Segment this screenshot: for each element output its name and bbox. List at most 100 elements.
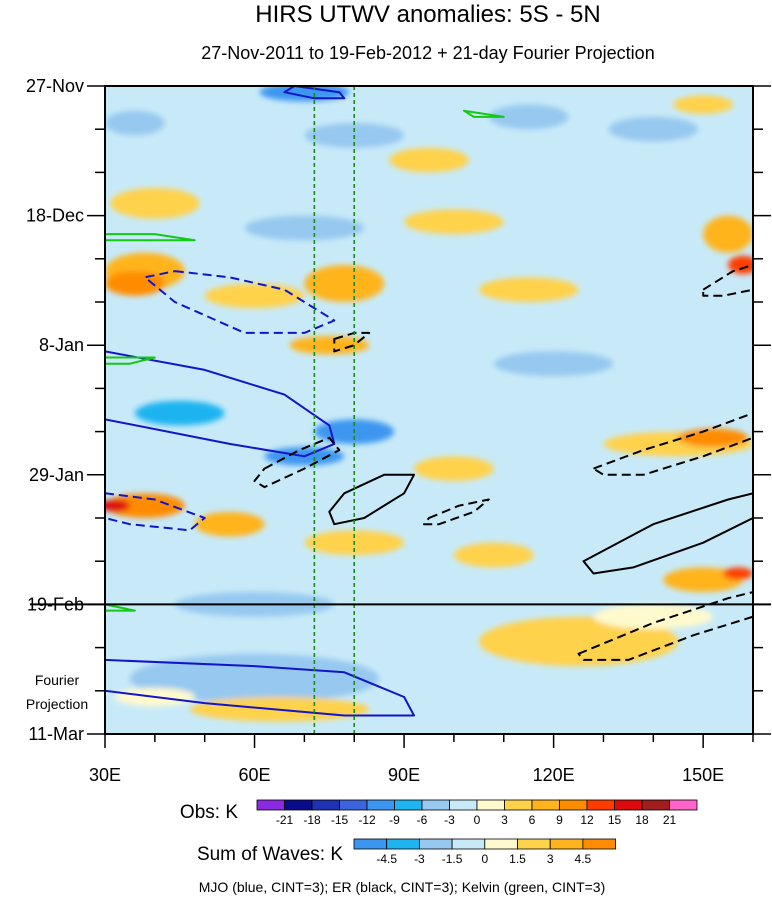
anomaly-patch bbox=[289, 335, 370, 355]
obs-colorbar: Obs: K -21 -18 -15 -12 -9 -6 -3 0 3 6 9 12 15 18 21 bbox=[180, 799, 698, 827]
colorbar-swatch bbox=[549, 838, 584, 850]
mjo-contour bbox=[105, 658, 415, 717]
kelvin-contour bbox=[462, 109, 505, 118]
mjo-contour bbox=[143, 270, 336, 334]
anomaly-patch bbox=[194, 511, 265, 537]
anomaly-patch bbox=[678, 428, 749, 448]
y-axis: 27-Nov 18-Dec 8-Jan 29-Jan 19-Feb 11-Mar bbox=[26, 76, 771, 744]
colorbar-tick-label: -3 bbox=[414, 852, 425, 866]
anomaly-patch bbox=[204, 283, 305, 309]
colorbar-tick-label: 0 bbox=[474, 813, 481, 827]
colorbar-tick-label: 3 bbox=[501, 813, 508, 827]
er-contour bbox=[702, 264, 753, 297]
colorbar-tick-label: 18 bbox=[635, 813, 649, 827]
projection-label-line2: Projection bbox=[26, 696, 88, 712]
colorbar-label: Sum of Waves: K bbox=[197, 844, 343, 865]
colorbar-swatch bbox=[311, 799, 340, 811]
colorbar-swatch bbox=[504, 799, 533, 811]
colorbar-swatch bbox=[386, 838, 420, 850]
anomaly-patch bbox=[389, 147, 469, 173]
er-contour bbox=[423, 498, 490, 526]
anomaly-field bbox=[105, 86, 753, 722]
kelvin-contour bbox=[105, 356, 156, 365]
y-tick-label: 8-Jan bbox=[39, 335, 84, 355]
colorbar-swatch bbox=[582, 838, 617, 850]
y-tick-label: 27-Nov bbox=[26, 76, 84, 96]
anomaly-patch bbox=[134, 400, 225, 426]
anomaly-patch bbox=[478, 616, 679, 667]
kelvin-contour bbox=[105, 233, 196, 242]
er-contour bbox=[582, 492, 753, 575]
anomaly-patch bbox=[105, 499, 130, 512]
wave-contours bbox=[105, 86, 753, 717]
anomaly-patch bbox=[478, 277, 579, 302]
mjo-contour bbox=[105, 492, 206, 532]
colorbar-swatch bbox=[418, 838, 453, 850]
anomaly-patch bbox=[105, 493, 185, 518]
colorbar-swatch bbox=[256, 799, 285, 811]
er-contour bbox=[328, 473, 415, 526]
colorbar-tick-label: 6 bbox=[529, 813, 536, 827]
footnote: MJO (blue, CINT=3); ER (black, CINT=3); … bbox=[199, 879, 606, 895]
colorbar-tick-label: 9 bbox=[556, 813, 563, 827]
colorbar-swatch bbox=[641, 799, 670, 811]
colorbar-label: Obs: K bbox=[180, 802, 238, 823]
colorbar-swatch bbox=[421, 799, 450, 811]
colorbar-tick-label: -9 bbox=[389, 813, 400, 827]
colorbar-swatch bbox=[476, 799, 505, 811]
anomaly-patch bbox=[593, 604, 714, 630]
colorbar-tick-label: -12 bbox=[358, 813, 376, 827]
anomaly-patch bbox=[488, 104, 569, 130]
er-contour bbox=[333, 331, 371, 353]
waves-colorbar: Sum of Waves: K -4.5 -3 -1.5 0 1.5 3 4.5 bbox=[197, 838, 617, 866]
colorbar-swatch bbox=[353, 838, 388, 850]
y-tick-label: 29-Jan bbox=[29, 465, 84, 485]
colorbar-tick-label: 12 bbox=[580, 813, 594, 827]
colorbar-swatch bbox=[517, 838, 551, 850]
y-tick-label: 18-Dec bbox=[26, 206, 84, 226]
x-tick-label: 60E bbox=[239, 765, 271, 785]
colorbar-tick-label: 0 bbox=[481, 852, 488, 866]
anomaly-patch bbox=[109, 187, 200, 219]
kelvin-contour bbox=[105, 603, 136, 612]
colorbar-swatch bbox=[559, 799, 588, 811]
colorbar-tick-label: 3 bbox=[547, 852, 554, 866]
projection-label-line1: Fourier bbox=[35, 672, 80, 688]
colorbar-swatch bbox=[614, 799, 643, 811]
anomaly-patch bbox=[608, 116, 699, 142]
colorbar-tick-label: -4.5 bbox=[376, 852, 397, 866]
colorbar-swatch bbox=[484, 838, 518, 850]
reference-lines bbox=[313, 86, 356, 734]
colorbar-swatch bbox=[366, 799, 395, 811]
plot-frame bbox=[104, 85, 754, 735]
colorbar-tick-label: 1.5 bbox=[509, 852, 526, 866]
y-tick-label: 19-Feb bbox=[27, 594, 84, 614]
mjo-contour bbox=[283, 86, 346, 100]
anomaly-patch bbox=[493, 351, 614, 377]
mjo-contour bbox=[105, 350, 336, 458]
chart-title: HIRS UTWV anomalies: 5S - 5N bbox=[255, 1, 600, 28]
colorbar-swatch bbox=[669, 799, 698, 811]
colorbar-tick-label: -1.5 bbox=[442, 852, 463, 866]
colorbar-swatch bbox=[531, 799, 560, 811]
x-tick-label: 150E bbox=[682, 765, 724, 785]
x-tick-label: 30E bbox=[89, 765, 121, 785]
anomaly-patch bbox=[728, 255, 753, 275]
colorbar-tick-label: -21 bbox=[276, 813, 294, 827]
colorbar-tick-label: -3 bbox=[444, 813, 455, 827]
anomaly-patch bbox=[304, 264, 385, 302]
er-contour bbox=[592, 412, 753, 476]
colorbar-swatch bbox=[449, 799, 478, 811]
anomaly-patch bbox=[244, 215, 365, 241]
colorbar-tick-label: 4.5 bbox=[575, 852, 592, 866]
anomaly-patch bbox=[129, 653, 380, 704]
anomaly-patch bbox=[414, 456, 494, 481]
anomaly-patch bbox=[673, 95, 734, 114]
er-contour bbox=[577, 591, 753, 661]
x-tick-label: 90E bbox=[388, 765, 420, 785]
anomaly-patch bbox=[703, 215, 753, 253]
plot-area bbox=[30, 85, 771, 735]
x-axis: 30E 60E 90E 120E 150E bbox=[89, 734, 754, 785]
colorbar-swatch bbox=[451, 838, 486, 850]
